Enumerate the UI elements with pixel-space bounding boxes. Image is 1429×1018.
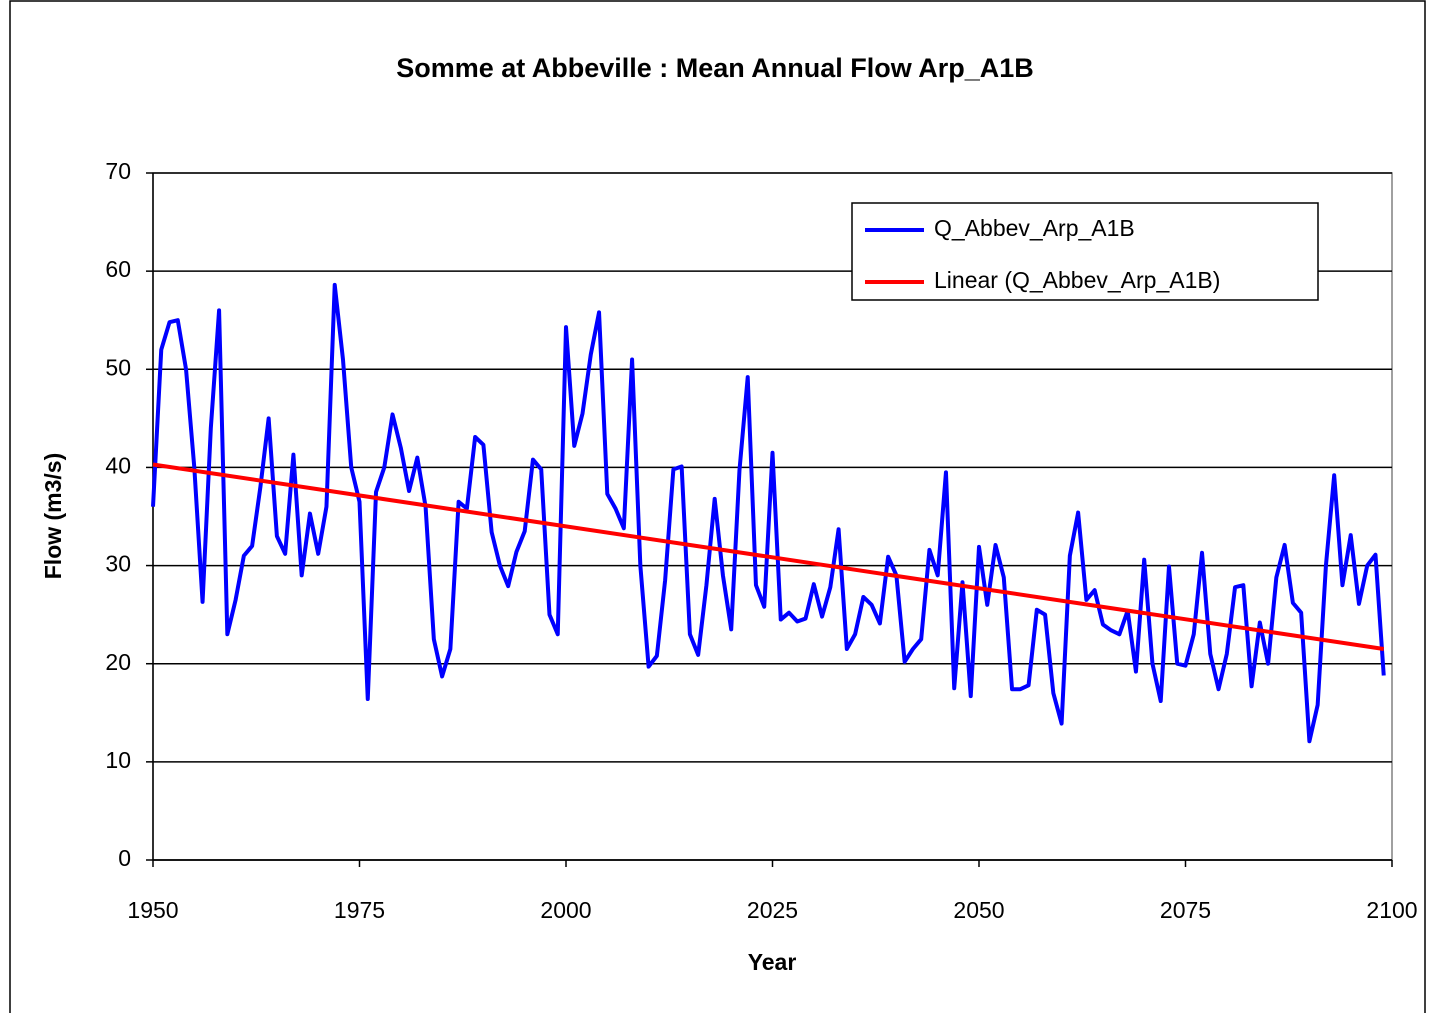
x-tick-label: 2100 — [1366, 897, 1417, 923]
y-tick-label: 10 — [105, 747, 131, 773]
y-tick-label: 20 — [105, 649, 131, 675]
x-tick-label: 1950 — [127, 897, 178, 923]
y-tick-label: 70 — [105, 158, 131, 184]
x-tick-label: 1975 — [334, 897, 385, 923]
legend-label: Linear (Q_Abbev_Arp_A1B) — [934, 267, 1220, 293]
legend-box — [851, 202, 1319, 301]
y-tick-label: 40 — [105, 453, 131, 479]
x-tick-label: 2050 — [953, 897, 1004, 923]
legend-label: Q_Abbev_Arp_A1B — [934, 215, 1135, 241]
x-tick-label: 2075 — [1160, 897, 1211, 923]
chart-title: Somme at Abbeville : Mean Annual Flow Ar… — [396, 53, 1034, 83]
x-tick-label: 2000 — [540, 897, 591, 923]
series-line — [152, 462, 1385, 651]
y-tick-label: 30 — [105, 551, 131, 577]
x-tick-label: 2025 — [747, 897, 798, 923]
y-tick-label: 50 — [105, 354, 131, 380]
y-tick-label: 60 — [105, 256, 131, 282]
y-axis-label: Flow (m3/s) — [40, 453, 66, 580]
y-tick-label: 0 — [118, 845, 131, 871]
x-axis-label: Year — [748, 949, 797, 975]
